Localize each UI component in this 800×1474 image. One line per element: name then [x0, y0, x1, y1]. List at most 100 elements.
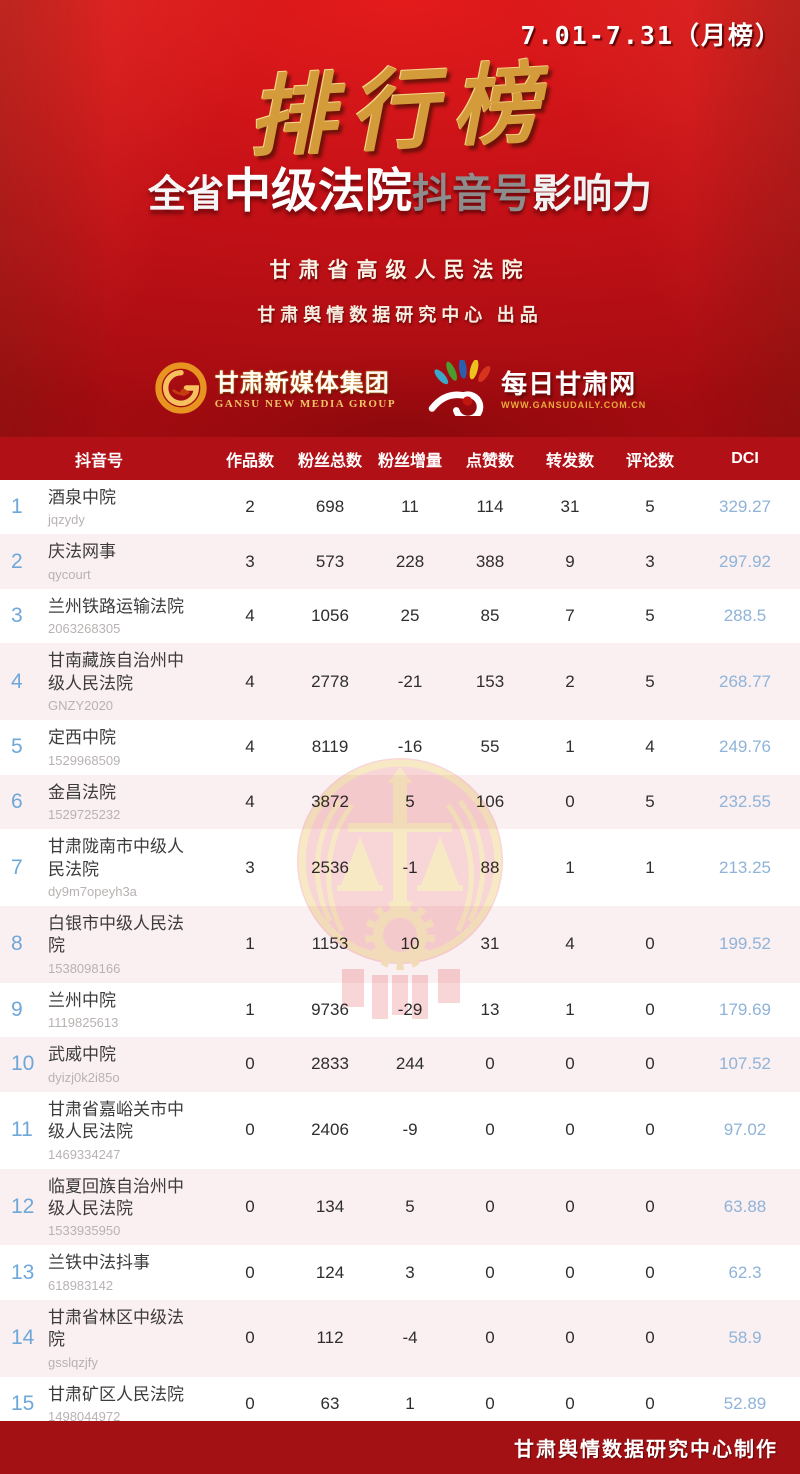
shares-count: 0 [565, 1262, 575, 1282]
comments-count: 5 [645, 791, 655, 811]
account-name: 兰州中院 [48, 990, 116, 1010]
likes-count: 31 [480, 934, 500, 954]
fans-total: 2833 [311, 1054, 349, 1074]
account-handle: 1119825613 [48, 1015, 119, 1031]
shares-count: 2 [565, 671, 575, 691]
fans-change: -9 [402, 1120, 418, 1140]
works-count: 4 [245, 737, 255, 757]
rank-cell: 8 [11, 932, 23, 956]
table-row: 5 定西中院 1529968509 4 8119 -16 55 1 4 249.… [0, 720, 800, 775]
works-count: 1 [245, 1000, 255, 1020]
account-cell: 金昌法院 1529725232 [48, 782, 210, 822]
dci-score: 268.77 [719, 671, 771, 691]
main-title-part3: 抖音号 [412, 172, 532, 216]
dci-score: 199.52 [719, 934, 771, 954]
fans-total: 573 [315, 551, 345, 571]
table-row: 14 甘肃省林区中级法院 gsslqzjfy 0 112 -4 0 0 0 58… [0, 1299, 800, 1377]
dci-score: 58.9 [728, 1328, 762, 1348]
account-name: 甘肃省嘉峪关市中级人民法院 [48, 1099, 184, 1142]
account-handle: GNZY2020 [48, 698, 114, 714]
fans-change: 5 [405, 791, 415, 811]
rank-cell: 14 [11, 1326, 35, 1350]
comments-count: 0 [645, 1393, 655, 1413]
shares-count: 0 [565, 1197, 575, 1216]
table-row: 10 武威中院 dyizj0k2i85o 0 2833 244 0 0 0 10… [0, 1037, 800, 1092]
daily-gansu-logo: 每日甘肃网 WWW.GANSUDAILY.COM.CN [426, 358, 647, 423]
comments-count: 0 [645, 934, 655, 954]
main-title-part2: 中级法院 [224, 164, 412, 217]
rank-cell: 15 [11, 1391, 35, 1415]
works-count: 3 [245, 551, 255, 571]
comments-count: 0 [645, 1120, 655, 1140]
likes-count: 106 [475, 791, 505, 811]
account-cell: 甘肃省嘉峪关市中级人民法院 1469334247 [48, 1099, 210, 1162]
account-handle: 1538098166 [48, 960, 121, 976]
daily-gansu-url: WWW.GANSUDAILY.COM.CN [501, 399, 647, 410]
shares-count: 0 [565, 1328, 575, 1348]
account-handle: gsslqzjfy [48, 1354, 98, 1370]
dci-score: 179.69 [719, 1000, 771, 1020]
works-count: 3 [245, 857, 255, 877]
rank-cell: 1 [11, 495, 23, 519]
shares-count: 0 [565, 1120, 575, 1140]
fans-change: 244 [395, 1054, 425, 1074]
table-row: 8 白银市中级人民法院 1538098166 1 1153 10 31 4 0 … [0, 905, 800, 983]
gansu-new-media-icon [154, 361, 208, 420]
dci-score: 288.5 [723, 606, 767, 626]
likes-count: 0 [485, 1120, 495, 1140]
account-name: 酒泉中院 [48, 488, 116, 507]
dci-score: 97.02 [723, 1120, 767, 1140]
account-handle: qycourt [48, 566, 91, 582]
works-count: 1 [245, 934, 255, 954]
account-cell: 兰州中院 1119825613 [48, 990, 210, 1030]
works-count: 2 [245, 497, 255, 517]
rank-cell: 12 [11, 1195, 35, 1218]
dci-score: 107.52 [719, 1054, 771, 1074]
account-name: 金昌法院 [48, 782, 116, 802]
period-label: 7.01-7.31（月榜） [520, 21, 782, 50]
account-cell: 甘南藏族自治州中级人民法院 GNZY2020 [48, 650, 210, 713]
account-handle: jqzydy [48, 512, 85, 528]
rank-cell: 6 [11, 789, 23, 813]
shares-count: 4 [565, 934, 575, 954]
fans-total: 2536 [311, 857, 349, 877]
likes-count: 85 [480, 606, 500, 626]
fans-change: 25 [400, 606, 420, 626]
account-cell: 武威中院 dyizj0k2i85o [48, 1044, 210, 1084]
fans-change: -16 [397, 737, 423, 757]
works-count: 0 [245, 1262, 255, 1282]
account-cell: 定西中院 1529968509 [48, 727, 210, 767]
main-title-part1: 全省 [147, 174, 224, 216]
works-count: 4 [245, 606, 255, 626]
fans-total: 3872 [311, 791, 349, 811]
likes-count: 13 [480, 1000, 500, 1020]
account-handle: dy9m7opeyh3a [48, 883, 137, 899]
fans-change: 228 [395, 551, 425, 571]
table-body: 1 酒泉中院 jqzydy 2 698 11 114 31 5 329.27 2… [0, 480, 800, 1421]
account-cell: 白银市中级人民法院 1538098166 [48, 913, 210, 976]
table-row: 11 甘肃省嘉峪关市中级人民法院 1469334247 0 2406 -9 0 … [0, 1091, 800, 1169]
dci-score: 52.89 [723, 1393, 767, 1413]
account-handle: 1529968509 [48, 752, 121, 768]
rank-cell: 5 [11, 735, 23, 759]
fans-change: -4 [402, 1328, 418, 1348]
ranking-table: 抖音号 作品数 粉丝总数 粉丝增量 点赞数 转发数 评论数 DCI 1 酒泉中院… [0, 437, 800, 1421]
rank-cell: 2 [11, 549, 23, 573]
header-cell-fans-change: 粉丝增量 [377, 452, 442, 470]
account-handle: dyizj0k2i85o [48, 1069, 120, 1085]
rank-cell: 7 [11, 855, 23, 879]
fans-change: 11 [401, 497, 419, 517]
works-count: 0 [245, 1120, 255, 1140]
gansu-new-media-label-en: GANSU NEW MEDIA GROUP [214, 397, 397, 410]
account-cell: 临夏回族自治州中级人民法院 1533935950 [48, 1176, 210, 1239]
table-row: 12 临夏回族自治州中级人民法院 1533935950 0 134 5 0 0 … [0, 1168, 800, 1246]
header-cell-comments: 评论数 [625, 452, 674, 470]
dci-score: 213.25 [719, 857, 771, 877]
account-cell: 甘肃省林区中级法院 gsslqzjfy [48, 1307, 210, 1370]
account-cell: 甘肃陇南市中级人民法院 dy9m7opeyh3a [48, 836, 210, 899]
daily-gansu-icon [426, 358, 494, 423]
shares-count: 7 [565, 606, 575, 626]
comments-count: 5 [645, 606, 655, 626]
header-cell-account: 抖音号 [75, 452, 124, 470]
